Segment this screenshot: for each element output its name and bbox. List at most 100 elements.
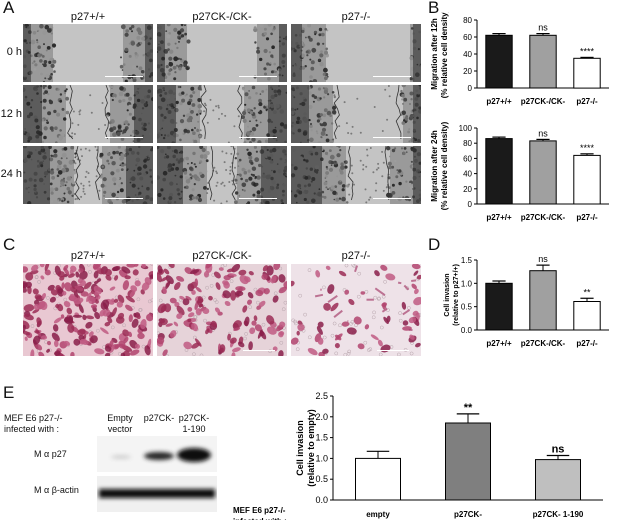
y-tick-label: 1.0 (461, 279, 473, 288)
y-axis-label: (relative to empty) (306, 409, 316, 487)
panel-a-row-12h: 12 h (0, 108, 22, 120)
y-tick-label: 2.5 (315, 391, 328, 401)
y-tick-label: 60 (463, 33, 472, 42)
bar (573, 154, 601, 205)
y-tick-label: 2.0 (315, 412, 328, 422)
bar (573, 301, 601, 331)
blot-condition-line2: infected with : (4, 424, 60, 434)
panel-c-col-title-ck: p27CK-/CK- (192, 250, 252, 262)
blot-lane-2-line1: p27CK- (143, 413, 175, 423)
micrograph-a-wt-12h (23, 85, 153, 143)
category-label: p27+/+ (486, 213, 512, 222)
y-axis-label: Cell invasion (444, 273, 451, 316)
panel-c-col-title-wt: p27+/+ (70, 250, 106, 262)
panel-a-col-title-wt: p27+/+ (70, 11, 106, 23)
y-tick-label: 40 (463, 50, 472, 59)
bar (445, 422, 491, 501)
chart-migration-24h: 0 20 40 60 80 100 Migration after 24h (% relati… (430, 121, 609, 222)
blot-row-label-actin: M α β-actin (34, 485, 79, 495)
y-axis-label: (% relative cell density) (440, 12, 449, 98)
bar (529, 140, 557, 205)
panel-label-d: D (428, 235, 441, 254)
category-label: p27CK-/CK- (521, 97, 566, 106)
panel-label-e: E (3, 383, 15, 402)
blot-lane-3-label: p27CK- 1-190 (175, 413, 213, 435)
category-label: p27CK- 1-190 (533, 510, 584, 519)
y-tick-label: 0 (468, 200, 473, 209)
y-tick-label: 0.0 (461, 326, 473, 335)
bar (485, 34, 513, 89)
significance-label: ** (464, 402, 473, 414)
y-tick-label: 1.0 (315, 453, 328, 463)
blot-condition-line1: MEF E6 p27-/- (4, 413, 63, 423)
micrograph-a-wt-24h (23, 146, 153, 204)
blot-lane-1-line1: Empty (107, 413, 133, 423)
blot-p27-band-lane-3 (177, 448, 211, 462)
category-label: p27CK- (454, 510, 482, 519)
bar (529, 270, 557, 331)
y-tick-label: 0 (468, 84, 473, 93)
significance-label: ns (552, 443, 565, 455)
western-blot-image (97, 436, 217, 512)
y-axis-label: Cell invasion (295, 420, 305, 476)
chart-migration-12h: 0 20 40 60 80 Migration after 12h (% relative … (430, 12, 609, 106)
y-tick-label: 20 (463, 67, 472, 76)
bar (355, 457, 401, 501)
y-tick-label: 0.5 (461, 303, 473, 312)
blot-condition-label: MEF E6 p27-/- infected with : (4, 413, 63, 435)
micrograph-c-ko (291, 264, 421, 356)
panel-a-row-24h: 24 h (0, 168, 22, 180)
bar (535, 459, 581, 501)
blot-lane-1-label: Empty vector (105, 413, 135, 435)
category-label: p27-/- (576, 97, 598, 106)
blot-p27-band-lane-1 (111, 455, 131, 459)
panel-label-a: A (3, 0, 15, 17)
y-tick-label: 80 (463, 16, 472, 25)
micrograph-a-ck-24h (157, 146, 287, 204)
category-label: empty (366, 510, 390, 519)
bar (573, 57, 601, 89)
category-label: p27CK-/CK- (521, 213, 566, 222)
significance-label: ns (538, 23, 548, 33)
y-axis-label: Migration after 24h (430, 130, 439, 202)
micrograph-a-ko-12h (291, 85, 421, 143)
y-axis-label: Migration after 12h (430, 18, 439, 90)
y-tick-label: 80 (463, 139, 472, 148)
bar (485, 282, 513, 331)
x-prefix-label: MEF E6 p27-/- (233, 506, 286, 515)
x-prefix-label: infected with : (233, 517, 287, 520)
category-label: p27+/+ (486, 339, 512, 348)
blot-lane-3-line2: 1-190 (182, 424, 206, 434)
category-label: p27-/- (576, 213, 598, 222)
blot-actin-band (99, 489, 215, 498)
y-axis-label: (relative to p27+/+) (453, 264, 460, 326)
blot-row-label-p27: M α p27 (34, 449, 67, 459)
y-tick-label: 100 (459, 124, 473, 133)
category-label: p27-/- (576, 339, 598, 348)
y-tick-label: 0.0 (315, 495, 328, 505)
micrograph-a-ck-0h (157, 24, 287, 82)
blot-lane-2-label: p27CK- (141, 413, 177, 424)
micrograph-c-ck (157, 264, 287, 356)
significance-label: ns (538, 128, 548, 138)
y-tick-label: 60 (463, 154, 472, 163)
significance-label: ** (583, 287, 591, 297)
significance-label: **** (580, 46, 595, 56)
micrograph-a-wt-0h (23, 24, 153, 82)
panel-a-col-title-ko: p27-/- (341, 11, 371, 23)
y-tick-label: 1.5 (315, 433, 328, 443)
panel-c-col-title-ko: p27-/- (341, 250, 371, 262)
panel-a-col-title-ck: p27CK-/CK- (192, 11, 252, 23)
bar (485, 138, 513, 205)
chart-cell-invasion-genotype: 0.0 0.5 1.0 1.5 Cell invasion (relative to p2… (444, 254, 609, 348)
micrograph-a-ck-12h (157, 85, 287, 143)
category-label: p27+/+ (486, 97, 512, 106)
micrograph-a-ko-24h (291, 146, 421, 204)
blot-lane-1-line2: vector (107, 424, 133, 434)
y-axis-label: (% relative cell density) (440, 121, 449, 210)
significance-label: ns (538, 254, 548, 264)
panel-label-c: C (3, 235, 16, 254)
category-label: p27CK-/CK- (521, 339, 566, 348)
bar (529, 34, 557, 89)
y-tick-label: 1.5 (461, 256, 473, 265)
